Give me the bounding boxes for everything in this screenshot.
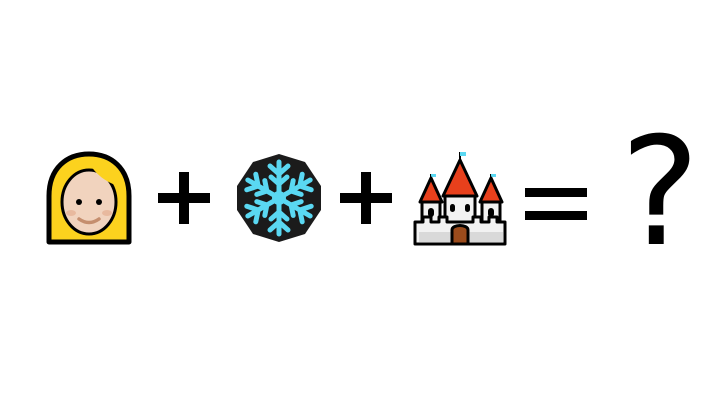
equals-operator (525, 188, 587, 220)
plus-operator (158, 172, 210, 224)
plus-operator (340, 172, 392, 224)
answer-question-mark: ? (620, 106, 700, 280)
woman-blond-hair-icon (46, 151, 132, 245)
castle-icon (413, 152, 507, 246)
snowflake-icon (237, 154, 321, 242)
